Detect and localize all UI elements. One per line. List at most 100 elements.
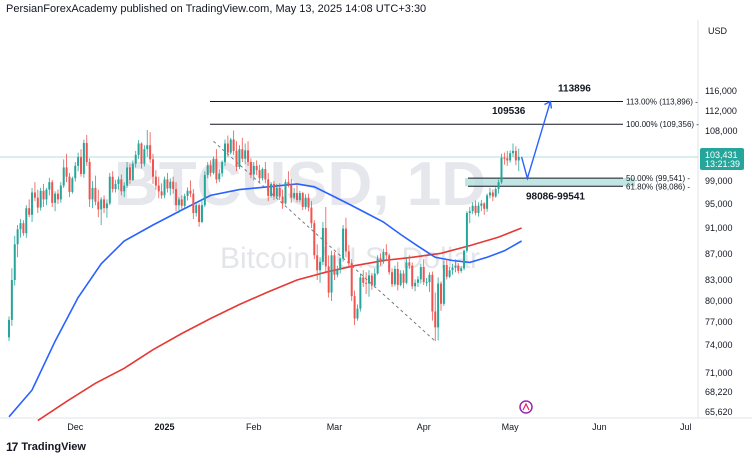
- candle-body: [298, 193, 301, 200]
- candle-body: [356, 308, 359, 319]
- candle-body: [33, 192, 36, 198]
- candle-body: [448, 270, 451, 277]
- candle-body: [391, 272, 394, 285]
- assistant-icon-ring: [519, 400, 533, 414]
- candle-body: [226, 143, 229, 153]
- x-tick-label: Feb: [246, 422, 262, 432]
- ma-fast-line: [8, 183, 522, 418]
- fib-label-1: 100.00% (109,356) -: [626, 120, 699, 129]
- candle-body: [503, 157, 506, 159]
- candle-body: [451, 267, 454, 271]
- candle-body: [445, 265, 448, 277]
- candle-body: [154, 176, 157, 186]
- candle-body: [440, 283, 442, 304]
- candle-body: [457, 265, 460, 271]
- fibonacci-levels: 113.00% (113,896) - 113896 100.00% (109,35…: [210, 84, 699, 202]
- price-axis[interactable]: USD 116,000 112,000 108,000 99,000 95,000 91,0…: [705, 26, 738, 417]
- candle-body: [287, 182, 290, 185]
- candle-body: [108, 176, 111, 204]
- candle-body: [261, 169, 264, 179]
- candle-body: [249, 162, 252, 175]
- candle-body: [111, 176, 114, 190]
- projection-arrowhead: [544, 100, 553, 109]
- candle-body: [114, 183, 117, 190]
- candle-body: [477, 205, 480, 213]
- diagonal-dashed-line: [213, 140, 436, 342]
- candle-body: [347, 251, 350, 264]
- candle-body: [293, 193, 296, 198]
- price-badge-countdown: 13:21:39: [705, 159, 740, 169]
- candle-body: [134, 154, 137, 164]
- candle-body: [385, 252, 388, 256]
- candle-body: [28, 208, 31, 215]
- price-badge-value: 103,431: [705, 150, 738, 160]
- candle-body: [59, 185, 62, 200]
- candle-body: [474, 205, 477, 213]
- candle-body: [48, 182, 51, 190]
- candle-body: [36, 197, 39, 208]
- candle-body: [350, 263, 353, 297]
- ma-slow-line: [37, 227, 522, 422]
- candle-body: [203, 175, 206, 206]
- candle-body: [388, 255, 391, 273]
- candle-body: [117, 179, 120, 184]
- candle-body: [235, 150, 238, 167]
- candle-body: [244, 150, 247, 159]
- candle-body: [218, 173, 221, 180]
- plot-area[interactable]: [0, 20, 752, 419]
- candle-body: [517, 157, 520, 161]
- candle-body: [307, 197, 310, 208]
- candle-body: [45, 189, 48, 200]
- candle-body: [51, 182, 54, 203]
- candle-body: [382, 252, 385, 262]
- candle-body: [186, 190, 189, 196]
- candle-body: [16, 229, 19, 245]
- candle-body: [224, 143, 226, 163]
- candle-body: [82, 142, 85, 174]
- candle-body: [169, 181, 172, 189]
- moving-average-fast: [8, 183, 522, 418]
- candle-body: [172, 181, 175, 190]
- candle-body: [428, 274, 431, 283]
- time-axis[interactable]: Dec 2025 Feb Mar Apr May Jun Jul: [67, 422, 691, 432]
- candle-body: [494, 189, 497, 197]
- candle-body: [316, 255, 319, 271]
- tradingview-logo-icon: 17: [6, 440, 18, 454]
- candle-body: [393, 268, 396, 285]
- tradingview-logo[interactable]: 17 TradingView: [6, 440, 86, 454]
- y-tick-label: 112,000: [705, 106, 737, 116]
- watermark-name: Bitcoin / U.S. Dollar: [220, 242, 480, 275]
- candle-body: [22, 223, 25, 234]
- candle-body: [333, 255, 336, 275]
- candle-body: [241, 149, 244, 159]
- candle-body: [97, 201, 100, 210]
- candle-body: [365, 282, 368, 284]
- projection-arrow: [520, 100, 553, 181]
- candle-body: [209, 165, 212, 173]
- candle-body: [143, 149, 146, 164]
- candle-body: [278, 187, 281, 197]
- candle-body: [284, 182, 287, 204]
- x-tick-label: Jul: [680, 422, 692, 432]
- candle-body: [362, 277, 365, 283]
- candle-body: [500, 157, 503, 183]
- candle-body: [71, 178, 74, 192]
- tradingview-assistant-icon[interactable]: [519, 400, 533, 414]
- candle-body: [146, 145, 149, 150]
- candle-body: [301, 193, 304, 207]
- candle-body: [368, 275, 370, 284]
- candle-body: [460, 268, 463, 271]
- candle-body: [344, 228, 347, 252]
- fib-marker-0: 113896: [558, 84, 591, 95]
- candle-body: [425, 282, 428, 284]
- y-tick-label: 77,000: [705, 317, 733, 327]
- candle-body: [56, 193, 59, 200]
- candle-body: [200, 205, 203, 222]
- candle-body: [88, 162, 91, 200]
- candle-body: [74, 165, 77, 179]
- y-tick-label: 74,000: [705, 340, 733, 350]
- candle-body: [105, 203, 108, 209]
- y-tick-label: 80,000: [705, 296, 733, 306]
- candle-body: [39, 190, 42, 208]
